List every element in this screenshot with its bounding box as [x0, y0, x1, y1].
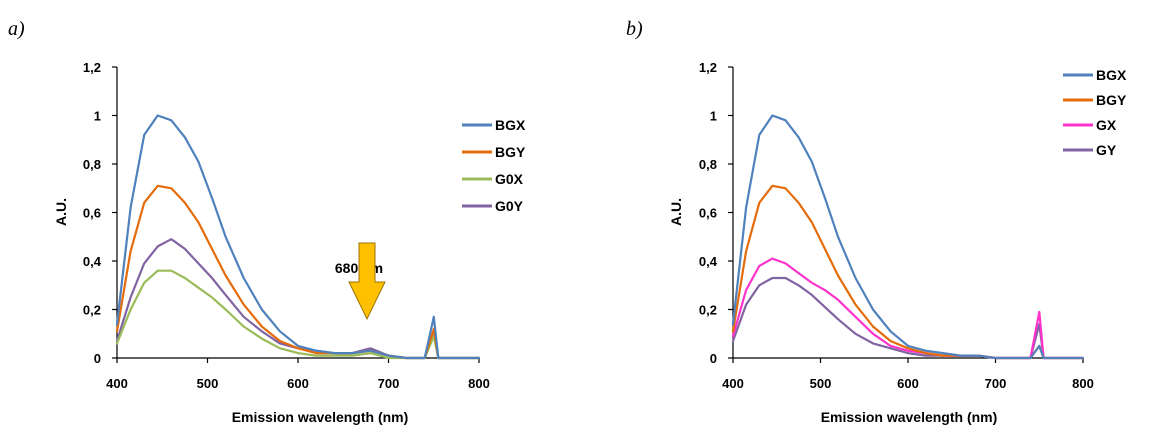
- y-axis-title-b: A.U.: [668, 198, 684, 226]
- x-tick-label: 400: [722, 376, 744, 391]
- chart-panel-a: a) 400 500 600 700 800 0 0,2 0,4 0,6 0,8 1 1,2 Emis…: [8, 18, 526, 425]
- x-tick-label: 600: [287, 376, 309, 391]
- series-line-g0x: [115, 269, 481, 360]
- annotation-arrow-down-icon: [348, 242, 386, 321]
- series-line-bgy: [731, 184, 1085, 360]
- y-axis-title-a: A.U.: [53, 198, 69, 226]
- x-tick-label: 400: [106, 376, 128, 391]
- legend-label-bgy: BGY: [1096, 92, 1127, 108]
- x-tick-label: 700: [378, 376, 400, 391]
- x-tick-label: 600: [897, 376, 919, 391]
- y-tick-label: 0,8: [83, 157, 101, 172]
- series-line-gx: [731, 257, 1085, 360]
- plot-area-a: 400 500 600 700 800 0 0,2 0,4 0,6 0,8 1 1,2: [83, 60, 490, 391]
- y-tick-label: 0,4: [83, 254, 102, 269]
- x-axis-title-b: Emission wavelength (nm): [821, 409, 998, 425]
- legend-b: BGX BGY GX GY: [1063, 67, 1127, 158]
- legend-label-gy: GY: [1096, 142, 1117, 158]
- y-tick-label: 0,2: [699, 303, 717, 318]
- series-line-gy: [731, 276, 1085, 360]
- y-tick-label: 0,8: [699, 157, 717, 172]
- series-line-g0y: [115, 238, 481, 360]
- y-tick-label: 1,2: [699, 60, 717, 75]
- legend-label-gx: GX: [1096, 117, 1117, 133]
- x-tick-label: 800: [1072, 376, 1094, 391]
- plot-area-b: 400 500 600 700 800 0 0,2 0,4 0,6 0,8 1 1,2: [699, 60, 1094, 391]
- y-tick-label: 0,6: [699, 206, 717, 221]
- y-tick-label: 1: [710, 109, 717, 124]
- legend-a: BGX BGY G0X G0Y: [462, 117, 526, 214]
- legend-label-bgx: BGX: [1096, 67, 1127, 83]
- legend-label-g0y: G0Y: [495, 198, 524, 214]
- y-tick-label: 0: [94, 351, 101, 366]
- panel-label-b: b): [626, 18, 643, 40]
- x-axis-title-a: Emission wavelength (nm): [232, 409, 409, 425]
- y-tick-label: 0,4: [699, 254, 718, 269]
- legend-label-bgx: BGX: [495, 117, 526, 133]
- y-tick-label: 0,6: [83, 206, 101, 221]
- y-tick-label: 0: [710, 351, 717, 366]
- y-tick-label: 1: [94, 109, 101, 124]
- series-line-bgx: [731, 114, 1085, 360]
- legend-label-g0x: G0X: [495, 171, 524, 187]
- legend-label-bgy: BGY: [495, 144, 526, 160]
- panel-label-a: a): [8, 18, 25, 40]
- y-tick-label: 1,2: [83, 60, 101, 75]
- y-tick-label: 0,2: [83, 303, 101, 318]
- x-tick-label: 500: [197, 376, 219, 391]
- chart-panel-b: b) 400 500 600 700 800 0 0,2 0,4 0,6 0,8 1 1,2 Emis…: [626, 18, 1127, 425]
- x-tick-label: 800: [468, 376, 490, 391]
- x-tick-label: 700: [985, 376, 1007, 391]
- x-tick-label: 500: [810, 376, 832, 391]
- series-line-bgx: [115, 114, 481, 360]
- series-line-bgy: [115, 184, 481, 360]
